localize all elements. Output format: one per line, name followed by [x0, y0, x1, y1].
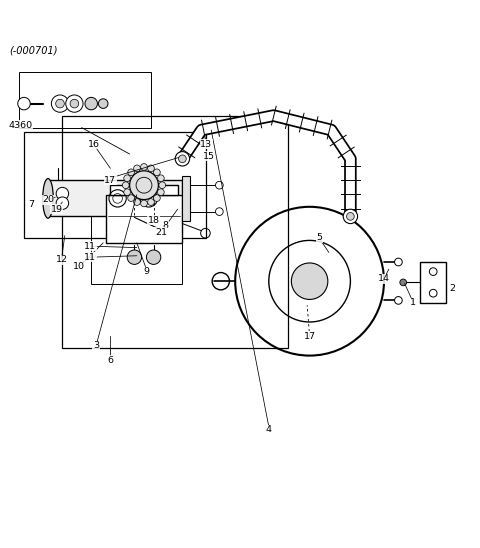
- Bar: [106, 195, 182, 243]
- Circle shape: [124, 189, 131, 196]
- Circle shape: [141, 200, 147, 207]
- Bar: [48, 180, 182, 216]
- Circle shape: [395, 296, 402, 304]
- Text: 3: 3: [93, 341, 99, 351]
- Circle shape: [85, 98, 97, 110]
- Circle shape: [159, 182, 166, 189]
- Circle shape: [122, 182, 129, 189]
- Circle shape: [128, 169, 134, 176]
- Bar: [62, 116, 288, 349]
- Circle shape: [124, 175, 131, 181]
- Text: 11: 11: [84, 242, 96, 250]
- Text: 1: 1: [410, 298, 416, 307]
- Text: 8: 8: [163, 221, 168, 231]
- Circle shape: [347, 213, 354, 220]
- Circle shape: [148, 199, 155, 206]
- Text: 15: 15: [203, 152, 215, 161]
- Bar: [24, 133, 206, 238]
- Text: 10: 10: [73, 262, 85, 271]
- Circle shape: [66, 95, 83, 112]
- Bar: [182, 175, 190, 221]
- Circle shape: [18, 98, 30, 110]
- Circle shape: [56, 99, 64, 108]
- Circle shape: [154, 169, 160, 176]
- Text: 4: 4: [266, 425, 272, 435]
- Text: 7: 7: [28, 200, 34, 209]
- Circle shape: [148, 165, 155, 172]
- Text: 21: 21: [155, 228, 167, 237]
- Circle shape: [130, 171, 158, 199]
- Text: 13: 13: [200, 140, 213, 149]
- Text: 14: 14: [378, 275, 390, 283]
- Circle shape: [56, 187, 69, 200]
- Text: 19: 19: [51, 205, 62, 214]
- Bar: [420, 262, 446, 303]
- Bar: [91, 199, 182, 284]
- Text: 20: 20: [42, 195, 54, 204]
- Circle shape: [216, 181, 223, 189]
- Text: 5: 5: [316, 233, 322, 243]
- Circle shape: [141, 164, 147, 170]
- Circle shape: [51, 95, 69, 112]
- Text: 12: 12: [55, 255, 67, 264]
- Circle shape: [179, 155, 186, 163]
- Text: 17: 17: [304, 332, 316, 341]
- Text: 4360: 4360: [8, 121, 32, 130]
- Circle shape: [154, 195, 160, 202]
- Circle shape: [175, 152, 190, 166]
- Circle shape: [98, 99, 108, 109]
- Circle shape: [216, 208, 223, 215]
- Circle shape: [157, 189, 164, 196]
- Circle shape: [291, 263, 328, 299]
- Circle shape: [157, 175, 164, 181]
- Text: (-000701): (-000701): [10, 46, 58, 56]
- Circle shape: [56, 197, 69, 209]
- Ellipse shape: [43, 179, 53, 218]
- Circle shape: [146, 250, 161, 264]
- Circle shape: [395, 258, 402, 266]
- Bar: [19, 72, 151, 128]
- Circle shape: [128, 195, 134, 202]
- Text: 2: 2: [450, 284, 456, 293]
- Text: 9: 9: [144, 267, 149, 276]
- Circle shape: [400, 279, 407, 286]
- Text: 6: 6: [108, 356, 113, 365]
- Text: 17: 17: [105, 176, 117, 185]
- Bar: [110, 185, 178, 195]
- Circle shape: [127, 250, 142, 264]
- Text: 16: 16: [88, 140, 100, 149]
- Circle shape: [133, 165, 140, 172]
- Circle shape: [343, 209, 358, 224]
- Text: 11: 11: [84, 253, 96, 262]
- Circle shape: [70, 99, 79, 108]
- Text: 18: 18: [148, 216, 159, 225]
- Circle shape: [133, 199, 140, 206]
